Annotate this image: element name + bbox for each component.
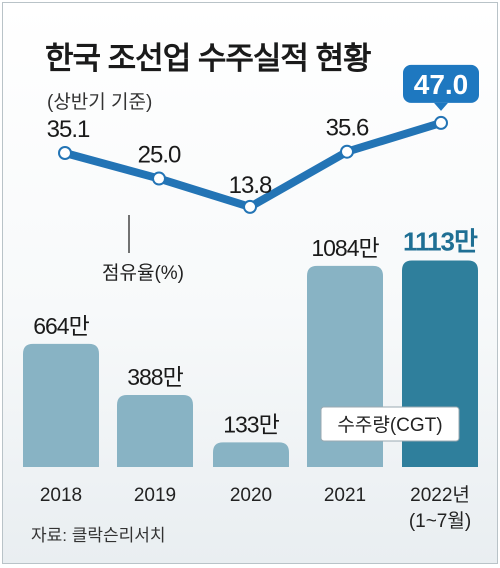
share-value-label-3: 35.6 — [326, 115, 369, 142]
x-tick-label-0: 2018 — [40, 485, 82, 506]
share-point-4 — [434, 115, 448, 130]
x-tick-label-3: 2021 — [324, 485, 366, 506]
bar-legend-label: 수주량(CGT) — [337, 414, 442, 436]
bar-0 — [23, 343, 99, 467]
bar-value-label-4: 1113만 — [403, 227, 478, 257]
share-value-badge-pointer — [434, 102, 448, 111]
chart-svg: 664만 388만 133만 1084만 1113만 2018 2019 2020 2021 20… — [23, 64, 479, 532]
bar-legend-box — [320, 406, 460, 442]
bar-1 — [117, 395, 193, 467]
chart-title: 한국 조선업 수주실적 현황 — [45, 41, 372, 76]
source-note: 자료: 클락슨리서치 — [31, 526, 166, 545]
bar-value-label-2: 133만 — [223, 411, 279, 437]
bar-2 — [213, 442, 289, 467]
share-legend-label: 점유율(%) — [102, 262, 184, 284]
bar-value-label-1: 388만 — [127, 364, 183, 390]
share-value-label-4: 47.0 — [414, 69, 469, 100]
x-tick-label-4: 2022년 — [410, 484, 470, 506]
x-tick-label-1: 2019 — [134, 485, 176, 506]
share-point-1 — [152, 171, 166, 186]
share-value-label-0: 35.1 — [47, 116, 90, 143]
share-value-badge — [403, 64, 479, 103]
bar-value-label-3: 1084만 — [311, 235, 379, 261]
bar-value-label-0: 664만 — [33, 313, 89, 339]
share-value-label-2: 13.8 — [229, 172, 272, 199]
x-tick-sublabel-4: (1~7월) — [409, 510, 471, 532]
share-value-label-1: 25.0 — [138, 142, 181, 169]
share-point-3 — [340, 144, 354, 159]
chart-subtitle: (상반기 기준) — [47, 92, 153, 113]
x-tick-label-2: 2020 — [230, 485, 272, 506]
share-point-2 — [243, 199, 257, 214]
share-point-0 — [58, 146, 72, 160]
